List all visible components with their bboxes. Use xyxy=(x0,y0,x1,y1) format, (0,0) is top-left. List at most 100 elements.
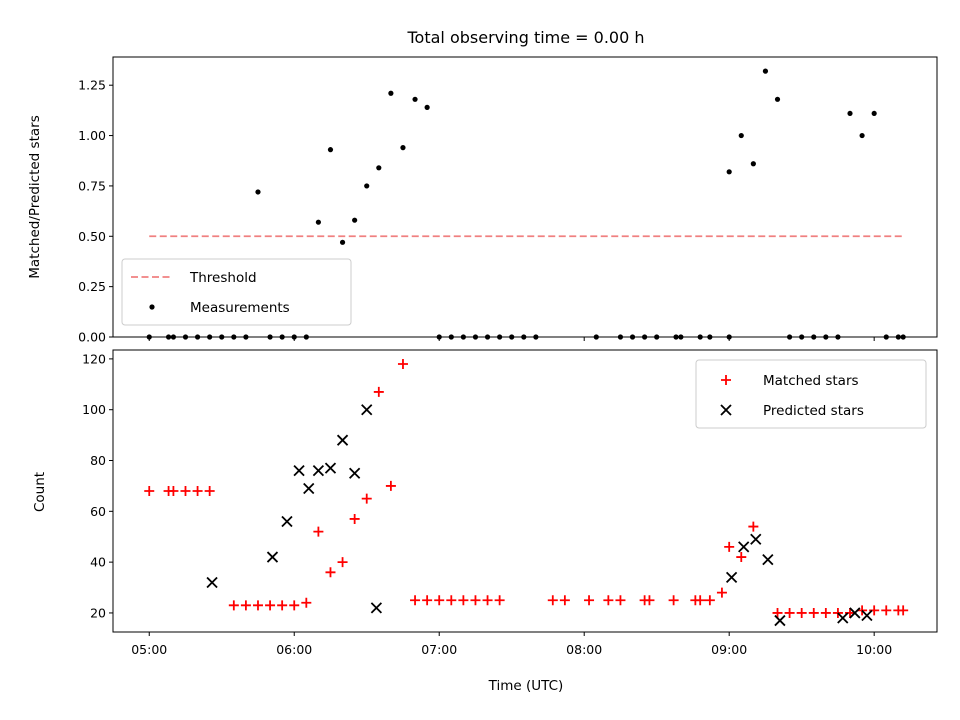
matched-star-point xyxy=(748,521,759,532)
matched-star-point xyxy=(494,595,505,606)
matched-star-point xyxy=(361,493,372,504)
matched-star-point xyxy=(277,600,288,611)
matched-star-point xyxy=(772,607,783,618)
matched-star-point xyxy=(192,486,203,496)
matched-star-point xyxy=(265,600,276,611)
measurement-point xyxy=(617,334,624,340)
matched-star-point xyxy=(881,605,892,616)
measurement-point xyxy=(871,110,877,117)
matched-star-point xyxy=(240,600,251,611)
matched-star-point xyxy=(434,595,445,606)
measurement-point xyxy=(303,334,309,340)
matched-star-point xyxy=(695,595,706,606)
x-axis-label: Time (UTC) xyxy=(488,678,564,694)
predicted-star-point xyxy=(206,576,218,589)
measurement-point xyxy=(424,104,430,110)
matched-star-point xyxy=(784,607,795,618)
measurement-point xyxy=(412,96,418,102)
measurement-point xyxy=(726,334,732,340)
top-legend-box xyxy=(121,258,352,326)
measurement-point xyxy=(291,334,297,340)
matched-star-point xyxy=(845,607,856,618)
measurement-point xyxy=(279,334,285,340)
matched-star-point xyxy=(180,486,191,496)
measurement-point xyxy=(738,132,744,139)
matched-star-point xyxy=(808,607,819,618)
matched-star-point xyxy=(410,595,421,606)
bottom-y-tick-label: 80 xyxy=(90,453,106,468)
legend-matched-swatch xyxy=(721,375,731,385)
measurement-point xyxy=(883,334,889,340)
top-y-tick-label: 0.25 xyxy=(78,279,106,294)
predicted-star-point xyxy=(762,553,774,566)
measurement-point xyxy=(895,334,901,340)
predicted-star-point xyxy=(861,609,873,622)
measurement-point xyxy=(400,145,406,151)
measurement-point xyxy=(448,334,454,340)
matched-star-point xyxy=(716,587,727,598)
predicted-star-point xyxy=(349,467,361,479)
measurement-point xyxy=(388,90,394,96)
predicted-star-point xyxy=(324,462,337,474)
top-y-tick-label: 1.25 xyxy=(78,78,106,93)
predicted-star-point xyxy=(849,607,861,619)
x-tick-label: 10:00 xyxy=(856,642,892,657)
measurement-point xyxy=(165,334,172,340)
legend-threshold-label: Threshold xyxy=(189,270,257,286)
bottom-y-tick-label: 20 xyxy=(90,605,106,620)
measurement-point xyxy=(811,334,817,340)
x-tick-label: 08:00 xyxy=(566,642,602,657)
measurement-point xyxy=(726,169,732,175)
bottom-plot-frame xyxy=(112,349,938,633)
predicted-star-point xyxy=(750,533,762,545)
legend-matched-label: Matched stars xyxy=(763,373,859,389)
matched-star-point xyxy=(168,486,179,496)
measurement-point xyxy=(315,219,321,225)
measurement-point xyxy=(654,334,660,340)
predicted-star-point xyxy=(361,404,373,416)
matched-star-point xyxy=(252,600,263,611)
measurement-point xyxy=(642,334,648,340)
measurement-point xyxy=(900,334,906,340)
measurement-point xyxy=(673,334,679,340)
measurement-point xyxy=(376,165,382,171)
bottom-y-tick-label: 40 xyxy=(90,555,106,570)
measurement-point xyxy=(484,334,491,340)
matched-star-point xyxy=(446,595,457,606)
measurement-point xyxy=(436,334,442,340)
measurement-point xyxy=(799,334,805,340)
measurement-point xyxy=(146,334,152,340)
matched-star-point xyxy=(603,595,614,606)
measurement-point xyxy=(472,334,479,340)
bottom-y-tick-label: 60 xyxy=(90,504,106,519)
matched-star-point xyxy=(559,595,570,606)
measurement-point xyxy=(364,183,370,189)
measurement-point xyxy=(339,239,346,245)
matched-star-point xyxy=(820,607,831,618)
measurement-point xyxy=(629,334,636,340)
matched-star-point xyxy=(228,600,239,611)
measurement-point xyxy=(762,68,769,74)
measurement-point xyxy=(219,334,225,340)
matched-star-point xyxy=(289,600,300,611)
legend-measurements-swatch xyxy=(149,304,155,310)
measurement-point xyxy=(231,334,237,340)
top-chart-title: Total observing time = 0.00 h xyxy=(406,28,644,47)
predicted-star-point xyxy=(293,465,305,477)
measurement-point xyxy=(521,334,527,340)
matched-star-point xyxy=(373,386,384,397)
legend-predicted-label: Predicted stars xyxy=(763,403,864,419)
matched-star-point xyxy=(869,605,880,616)
measurement-point xyxy=(207,334,213,340)
top-y-tick-label: 0.00 xyxy=(78,330,106,345)
bottom-legend-box xyxy=(695,359,927,429)
bottom-y-axis-label: Count xyxy=(32,472,48,512)
bottom-y-tick-label: 100 xyxy=(82,402,106,417)
matched-star-point xyxy=(470,595,481,606)
matched-star-point xyxy=(615,595,626,606)
predicted-star-point xyxy=(281,515,293,528)
x-tick-label: 09:00 xyxy=(711,642,747,657)
predicted-star-point xyxy=(336,434,349,446)
predicted-star-point xyxy=(370,602,383,614)
